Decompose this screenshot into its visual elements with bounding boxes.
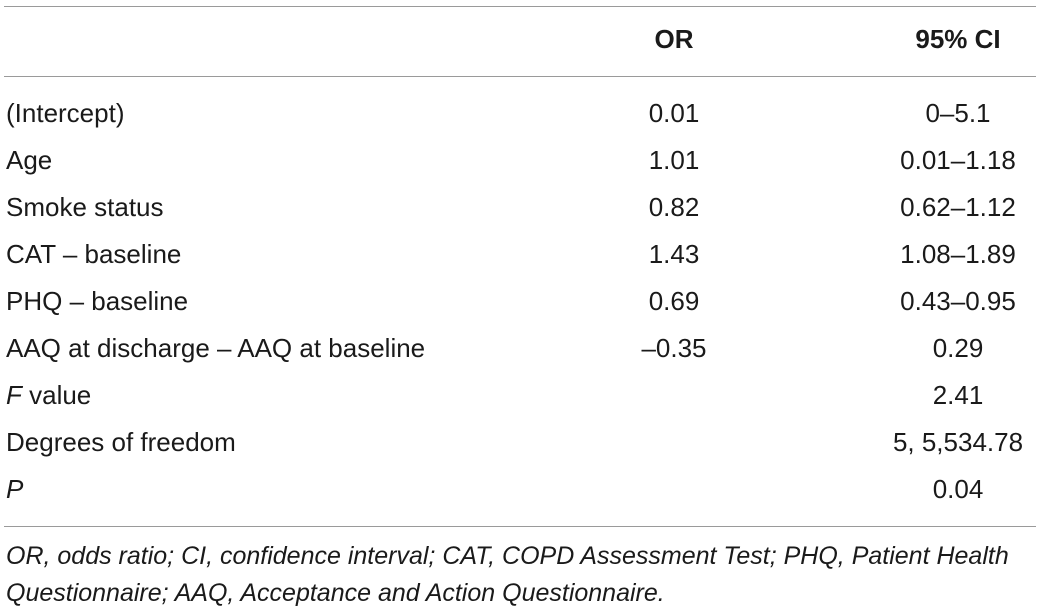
- column-header-ci: 95% CI: [915, 24, 1001, 54]
- row-label-italic: P: [6, 474, 24, 504]
- table-row: F value 2.41: [0, 372, 1040, 419]
- row-label: Smoke status: [6, 192, 164, 222]
- row-or-value: 1.01: [648, 145, 700, 175]
- row-or-value: 0.82: [648, 192, 700, 222]
- row-ci-value: 0.01–1.18: [900, 145, 1016, 175]
- row-or-value: 0.69: [648, 286, 700, 316]
- row-label: Age: [6, 145, 53, 175]
- row-ci-value: 0–5.1: [925, 98, 991, 128]
- table-row: AAQ at discharge – AAQ at baseline –0.35…: [0, 325, 1040, 372]
- table-row: (Intercept) 0.01 0–5.1: [0, 90, 1040, 137]
- row-ci-value: 0.62–1.12: [900, 192, 1016, 222]
- table-body: (Intercept) 0.01 0–5.1 Age 1.01 0.01–1.1…: [0, 90, 1040, 513]
- table-footnote: OR, odds ratio; CI, confidence interval;…: [6, 542, 1009, 607]
- table-row: Degrees of freedom 5, 5,534.78: [0, 419, 1040, 466]
- row-or-value: –0.35: [641, 333, 707, 363]
- row-label: P: [6, 466, 23, 513]
- row-label: AAQ at discharge – AAQ at baseline: [6, 333, 426, 363]
- row-or-value: 0.01: [648, 98, 700, 128]
- row-label: Degrees of freedom: [6, 427, 236, 457]
- table-row: PHQ – baseline 0.69 0.43–0.95: [0, 278, 1040, 325]
- table-header-row: OR 95% CI: [0, 24, 1040, 60]
- table-row: Age 1.01 0.01–1.18: [0, 137, 1040, 184]
- row-ci-value: 0.04: [932, 474, 984, 504]
- row-label-italic: F: [6, 380, 22, 410]
- table-bottom-rule: [4, 526, 1036, 527]
- table-top-rule: [4, 6, 1036, 7]
- table-row: P 0.04: [0, 466, 1040, 513]
- row-label: F value: [6, 372, 91, 419]
- table-row: CAT – baseline 1.43 1.08–1.89: [0, 231, 1040, 278]
- row-label: CAT – baseline: [6, 239, 182, 269]
- table-row: Smoke status 0.82 0.62–1.12: [0, 184, 1040, 231]
- row-label-text: value: [21, 380, 92, 410]
- row-label: PHQ – baseline: [6, 286, 189, 316]
- row-ci-value: 2.41: [932, 380, 984, 410]
- row-ci-value: 0.29: [932, 333, 984, 363]
- column-header-or: OR: [654, 24, 694, 54]
- row-ci-value: 0.43–0.95: [900, 286, 1016, 316]
- table-header-rule: [4, 76, 1036, 77]
- row-label: (Intercept): [6, 98, 125, 128]
- row-ci-value: 5, 5,534.78: [892, 427, 1024, 457]
- row-or-value: 1.43: [648, 239, 700, 269]
- row-ci-value: 1.08–1.89: [900, 239, 1016, 269]
